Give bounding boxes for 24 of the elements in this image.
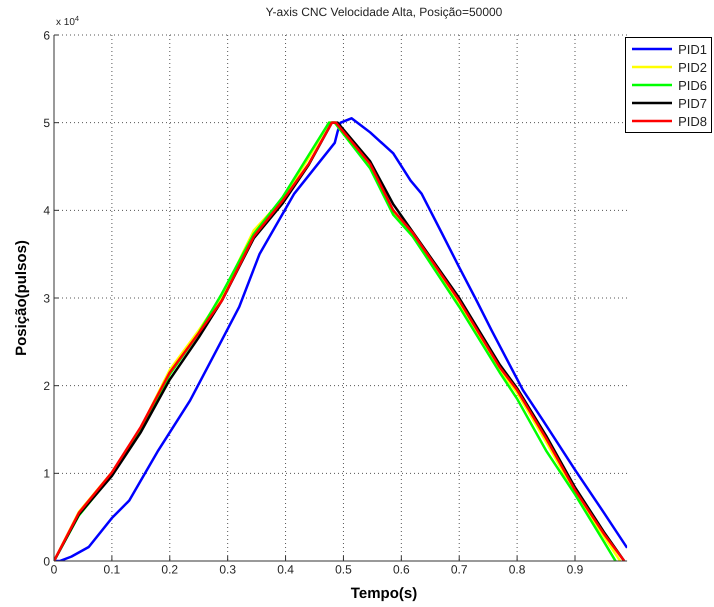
y-tick-label: 3 [43,291,50,306]
y-tick-label: 4 [43,204,50,218]
y-axis-title: Posição(pulsos) [13,240,30,356]
x-tick-label: 0.5 [335,562,352,577]
y-tick-label: 5 [43,116,50,130]
legend-label: PID7 [678,96,707,110]
y-tick-label: 1 [43,466,50,481]
x-tick-label: 0.2 [161,562,178,577]
chart-title: Y-axis CNC Velocidade Alta, Posição=50000 [266,5,503,19]
x-tick-label: 0.4 [277,562,294,577]
y-tick-label: 6 [43,28,50,42]
x-tick-label: 0.3 [219,562,236,577]
y-tick-label: 2 [43,378,50,393]
x-tick-label: 0.6 [392,562,410,577]
x-axis-title: Tempo(s) [350,585,418,602]
x-tick-label: 0.8 [508,562,526,577]
legend-label: PID1 [678,42,707,56]
legend-label: PID2 [678,60,707,74]
text: x 10$^{4}$ [56,14,80,28]
x-tick-label: 0.7 [450,562,468,577]
legend-label: PID8 [678,114,707,128]
legend-label: PID6 [678,78,707,92]
x-tick-label: 0.9 [566,562,584,577]
x-tick-label: 0.1 [104,562,121,577]
